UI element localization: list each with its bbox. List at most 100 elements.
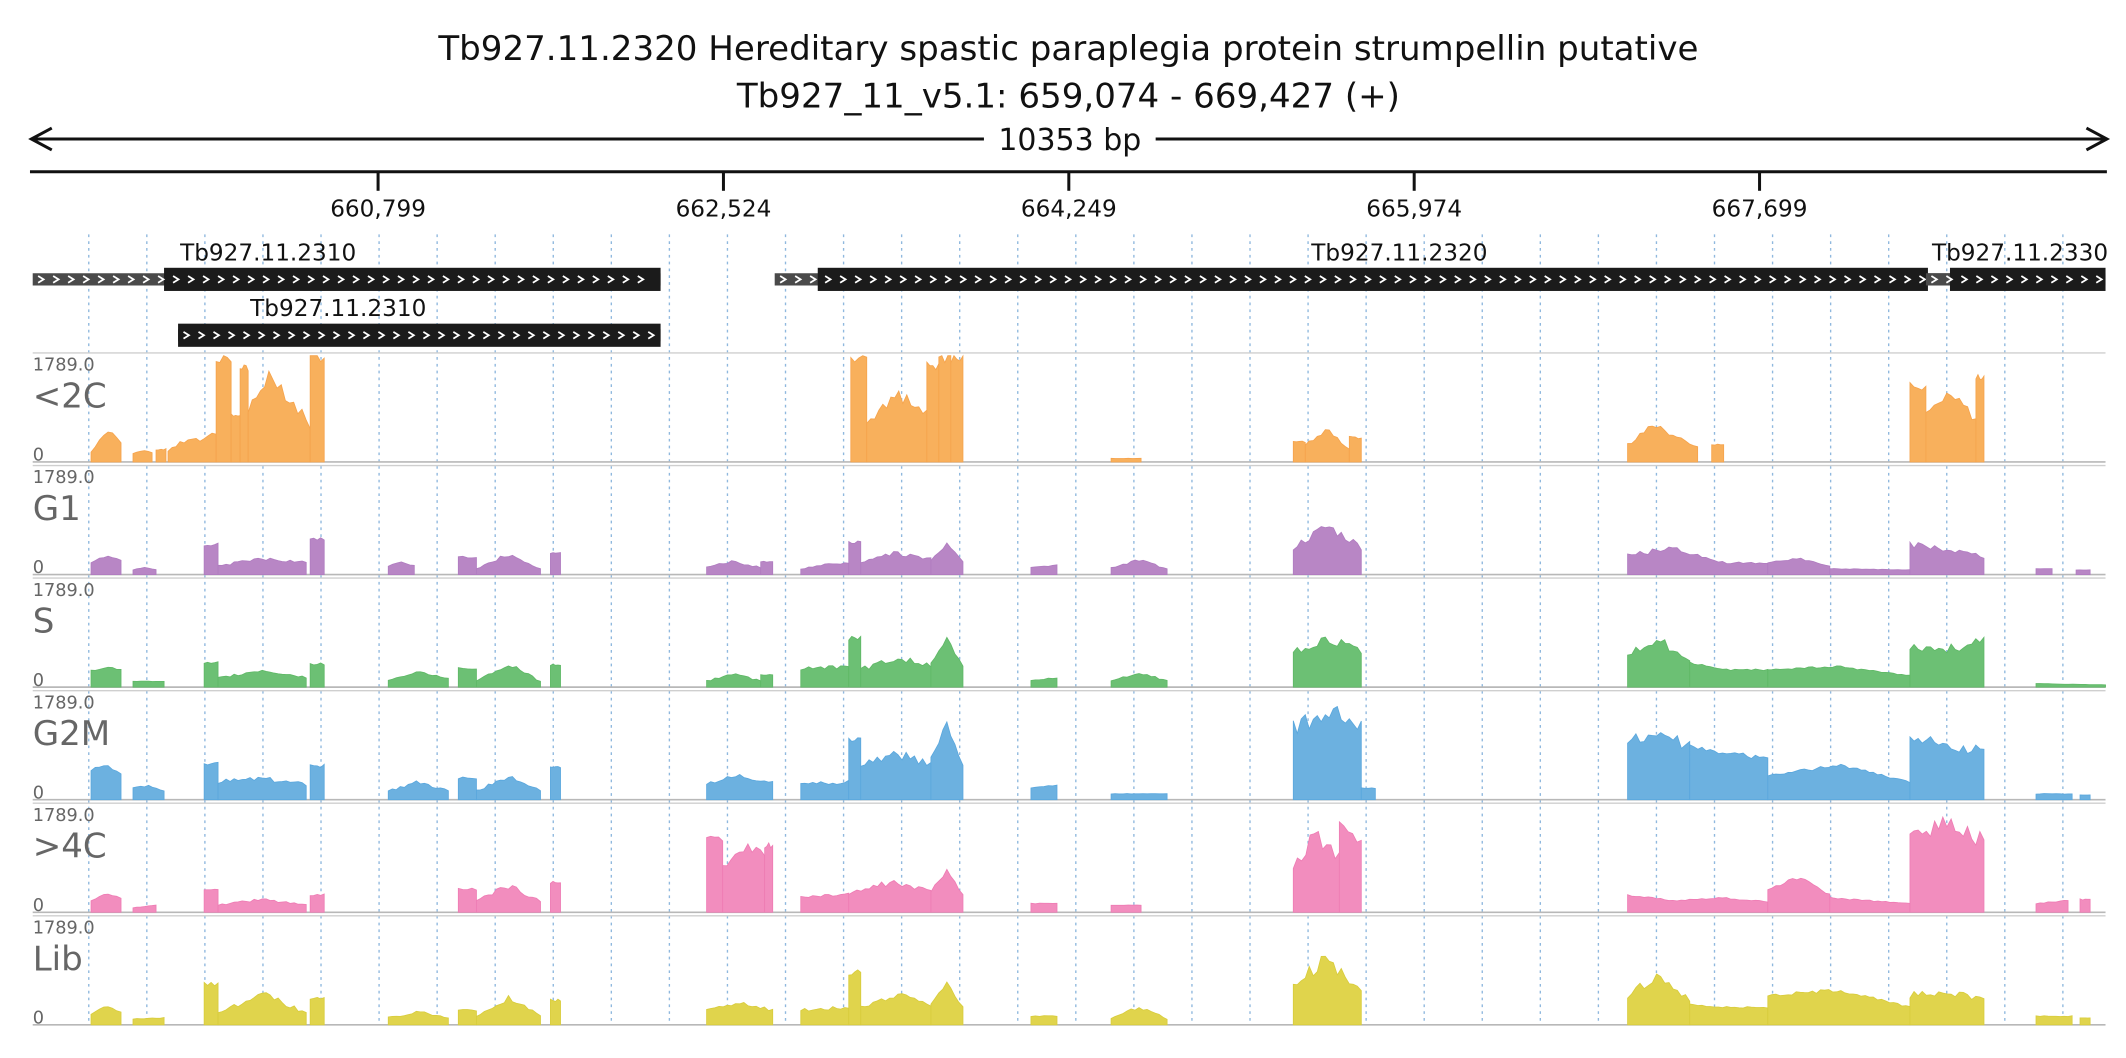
coverage-area (1767, 557, 1831, 575)
track-max-label: 1789.0 (33, 356, 95, 376)
track-zero-label: 0 (33, 558, 44, 578)
coverage-area (1689, 661, 1769, 688)
coverage-area (866, 389, 928, 463)
coverage-area (1627, 639, 1691, 688)
title-gene: Tb927.11.2320 Hereditary spastic paraple… (437, 29, 1698, 69)
coverage-area (930, 868, 964, 913)
coverage-area (387, 671, 449, 688)
coverage-area (1767, 763, 1911, 801)
coverage-area (1909, 735, 1985, 801)
coverage-area (760, 560, 774, 575)
coverage-area (1110, 793, 1168, 801)
coverage-area (706, 773, 774, 801)
coverage-area (1689, 1003, 1769, 1026)
coverage-area (800, 1006, 850, 1026)
coverage-area (1292, 705, 1362, 801)
coverage-area (1030, 677, 1058, 688)
track-max-label: 1789.0 (33, 581, 95, 601)
ruler-tick-label: 662,524 (676, 197, 772, 223)
coverage-area (215, 355, 232, 463)
coverage-area (860, 750, 932, 801)
coverage-area (1975, 373, 1985, 463)
coverage-area (2035, 899, 2069, 913)
coverage-area (1767, 665, 1911, 688)
coverage-area (926, 360, 940, 463)
coverage-area (1909, 540, 1985, 575)
coverage-area (1909, 990, 1985, 1026)
coverage-area (90, 555, 122, 575)
coverage-area (476, 665, 541, 688)
gene-model[interactable]: Tb927.11.2330 (1925, 240, 2108, 291)
coverage-area (309, 662, 325, 688)
ruler-tick-label: 667,699 (1712, 197, 1808, 223)
coverage-area (764, 841, 774, 913)
strand-chevron-icon (183, 331, 656, 340)
title-region: Tb927_11_v5.1: 659,074 - 669,427 (+) (736, 77, 1400, 117)
coverage-area (457, 887, 477, 913)
coverage-area (1348, 435, 1362, 463)
coverage-area (860, 657, 932, 688)
coverage-area (1292, 830, 1340, 913)
gene-model[interactable]: Tb927.11.2320 (774, 240, 1974, 291)
gene-cds (164, 267, 661, 291)
coverage-area (1030, 1015, 1058, 1026)
coverage-area (760, 674, 774, 688)
coverage-area (1360, 787, 1376, 801)
coverage-area (155, 447, 167, 463)
track-name: >4C (33, 827, 107, 867)
coverage-area (476, 776, 541, 801)
gene-model[interactable]: Tb927.11.2310 (178, 296, 661, 347)
coverage-area (550, 663, 561, 688)
coverage-area (203, 761, 219, 801)
gene-track: Tb927.11.2310 Tb927.11.2320 Tb927.11.2330 T… (32, 240, 2108, 347)
coverage-area (203, 981, 219, 1026)
coverage-area (309, 763, 325, 801)
coverage-area (848, 635, 862, 688)
coverage-area (2035, 793, 2073, 801)
coverage-area (1110, 904, 1142, 913)
coverage-area (309, 893, 325, 913)
coverage-area (2079, 1017, 2091, 1026)
coverage-area (706, 1002, 774, 1026)
coverage-area (1030, 564, 1058, 575)
coverage-area (850, 355, 868, 463)
coverage-area (1829, 896, 1911, 913)
coverage-area (239, 364, 249, 463)
coverage-area (217, 992, 307, 1026)
coverage-area (132, 784, 165, 801)
coverage-area (860, 551, 932, 575)
coverage-area (1030, 784, 1058, 801)
coverage-area (1110, 1007, 1168, 1026)
coverage-area (848, 540, 862, 575)
coverage-area (90, 765, 122, 801)
coverage-area (848, 880, 932, 913)
coverage-area (1627, 894, 1769, 913)
span-arrow: 10353 bp (28, 123, 2111, 158)
coverage-area (2079, 794, 2091, 801)
coverage-area (1627, 425, 1699, 463)
coverage-area (848, 969, 862, 1026)
coverage-area (1767, 877, 1831, 913)
coverage-tracks: 1789.0<2C01789.0G101789.0S01789.0G2M0178… (33, 352, 2106, 1028)
coverage-area (1909, 815, 1985, 913)
coverage-area (938, 355, 952, 463)
gene-model[interactable]: Tb927.11.2310 (32, 240, 661, 291)
strand-chevron-icon (1930, 275, 2104, 284)
coverage-area (2079, 898, 2091, 913)
coverage-area (950, 354, 964, 463)
coverage-area (90, 666, 122, 688)
coverage-area (1338, 820, 1362, 913)
coverage-area (203, 661, 219, 688)
coverage-area (930, 720, 964, 801)
gene-cds (178, 323, 661, 347)
coverage-area (930, 981, 964, 1026)
coverage-area (132, 450, 153, 463)
coverage-area (1767, 989, 1911, 1026)
coverage-area (848, 737, 862, 801)
gene-cds (817, 267, 1928, 291)
track-zero-label: 0 (33, 896, 44, 916)
coverage-area (309, 996, 325, 1026)
